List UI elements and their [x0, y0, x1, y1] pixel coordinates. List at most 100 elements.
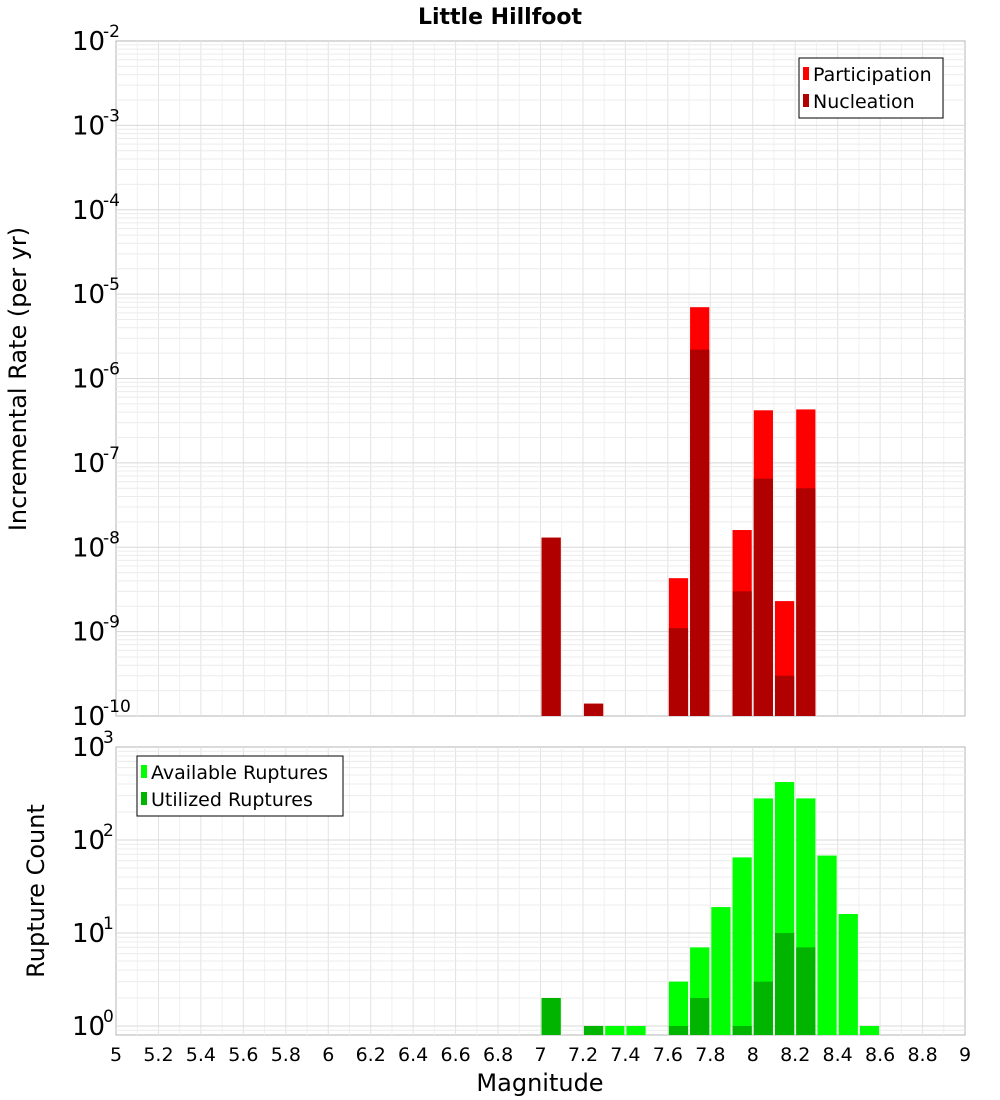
top-bar-nucleation	[583, 703, 604, 716]
bottom-bar-available-ruptures	[732, 857, 752, 1035]
x-tick-label: 5.2	[143, 1044, 173, 1066]
x-tick-label: 7.4	[610, 1044, 640, 1066]
top-bar-nucleation	[774, 675, 795, 716]
bottom-bar-available-ruptures	[838, 914, 858, 1035]
top-y-tick-label: 10-5	[72, 275, 120, 310]
top-legend-box	[798, 57, 944, 119]
svg-text:3: 3	[103, 728, 114, 748]
svg-text:10: 10	[72, 733, 105, 763]
top-legend: Participation Nucleation	[798, 57, 944, 119]
svg-text:10: 10	[72, 533, 105, 563]
bottom-y-tick-label: 102	[72, 821, 114, 856]
svg-text:10: 10	[72, 919, 105, 949]
top-y-tick-label: 10-2	[72, 22, 120, 57]
svg-text:10: 10	[72, 1012, 105, 1042]
svg-text:-3: -3	[103, 106, 120, 126]
svg-text:-5: -5	[103, 275, 120, 295]
svg-text:0: 0	[103, 1007, 114, 1027]
svg-text:-2: -2	[103, 22, 120, 42]
top-legend-swatch	[803, 67, 809, 80]
x-tick-labels: 5 5.2 5.4 5.6 5.8 6 6.2 6.4 6.6 6.8 7 7.2 7.4 7.6 7.8 8…	[110, 1044, 971, 1066]
bottom-legend-box	[136, 755, 344, 817]
top-bar-nucleation	[690, 349, 710, 716]
bottom-bar-available-ruptures	[859, 1025, 880, 1035]
top-y-tick-label: 10-3	[72, 106, 120, 141]
bottom-y-tick-label: 103	[72, 728, 114, 763]
svg-text:10: 10	[72, 826, 105, 856]
x-tick-label: 8.8	[907, 1044, 937, 1066]
x-tick-label: 6.4	[398, 1044, 428, 1066]
top-bar-nucleation	[753, 478, 773, 716]
x-tick-label: 7.8	[695, 1044, 725, 1066]
top-legend-label: Nucleation	[813, 91, 915, 113]
x-tick-label: 8	[747, 1044, 759, 1066]
svg-text:-10: -10	[103, 697, 131, 717]
svg-text:1: 1	[103, 914, 114, 934]
bottom-legend-swatch	[141, 765, 147, 778]
bottom-bar-available-ruptures	[626, 1025, 646, 1035]
x-tick-label: 6.6	[440, 1044, 470, 1066]
bottom-bar-utilized-ruptures	[541, 997, 561, 1035]
top-y-axis-label: Incremental Rate (per yr)	[4, 227, 32, 531]
top-y-tick-label: 10-8	[72, 528, 120, 563]
svg-text:10: 10	[72, 702, 105, 732]
svg-text:-8: -8	[103, 528, 120, 548]
x-tick-label: 6.8	[483, 1044, 513, 1066]
bottom-bar-utilized-ruptures	[668, 1025, 689, 1035]
svg-text:10: 10	[72, 111, 105, 141]
top-bar-nucleation	[732, 591, 752, 716]
bottom-bar-utilized-ruptures	[583, 1025, 604, 1035]
svg-text:10: 10	[72, 280, 105, 310]
top-bar-nucleation	[668, 628, 689, 716]
top-y-tick-label: 10-10	[72, 697, 131, 732]
bottom-bar-utilized-ruptures	[690, 997, 710, 1035]
svg-text:2: 2	[103, 821, 114, 841]
top-bar-nucleation	[796, 488, 816, 716]
bottom-y-axis-label: Rupture Count	[22, 804, 50, 978]
x-tick-label: 7.6	[653, 1044, 683, 1066]
top-legend-label: Participation	[813, 64, 932, 86]
svg-text:10: 10	[72, 449, 105, 479]
bottom-legend: Available Ruptures Utilized Ruptures	[136, 755, 344, 817]
top-bar-nucleation	[541, 537, 561, 716]
bottom-bar-available-ruptures	[605, 1025, 625, 1035]
svg-text:10: 10	[72, 27, 105, 57]
x-tick-label: 8.4	[823, 1044, 853, 1066]
svg-text:-7: -7	[103, 444, 120, 464]
x-tick-label: 8.6	[865, 1044, 895, 1066]
x-tick-label: 9	[959, 1044, 971, 1066]
svg-text:10: 10	[72, 618, 105, 648]
bottom-bar-utilized-ruptures	[774, 932, 795, 1035]
top-legend-swatch	[803, 94, 809, 107]
bottom-legend-label: Utilized Ruptures	[151, 789, 313, 811]
bottom-bar-available-ruptures	[753, 798, 773, 1035]
x-axis-label: Magnitude	[476, 1069, 603, 1097]
x-tick-label: 7.2	[568, 1044, 598, 1066]
bottom-bars	[541, 782, 880, 1035]
x-tick-label: 5.8	[271, 1044, 301, 1066]
svg-text:10: 10	[72, 196, 105, 226]
x-tick-label: 7	[534, 1044, 546, 1066]
x-tick-label: 8.2	[780, 1044, 810, 1066]
bottom-bar-available-ruptures	[711, 907, 731, 1035]
bottom-y-tick-label: 100	[72, 1007, 114, 1042]
svg-text:-4: -4	[103, 191, 120, 211]
bottom-bar-utilized-ruptures	[796, 947, 816, 1035]
bottom-bar-available-ruptures	[668, 981, 689, 1035]
svg-text:-9: -9	[103, 613, 120, 633]
x-tick-label: 6	[322, 1044, 334, 1066]
svg-text:10: 10	[72, 365, 105, 395]
x-tick-label: 5.6	[228, 1044, 258, 1066]
bottom-y-tick-label: 101	[72, 914, 114, 949]
top-y-tick-label: 10-6	[72, 360, 120, 395]
top-y-tick-label: 10-9	[72, 613, 120, 648]
top-y-tick-label: 10-4	[72, 191, 120, 226]
bottom-legend-swatch	[141, 792, 147, 805]
bottom-bar-utilized-ruptures	[753, 981, 773, 1035]
x-tick-label: 6.2	[356, 1044, 386, 1066]
bottom-legend-label: Available Ruptures	[151, 762, 328, 784]
svg-text:-6: -6	[103, 360, 120, 380]
